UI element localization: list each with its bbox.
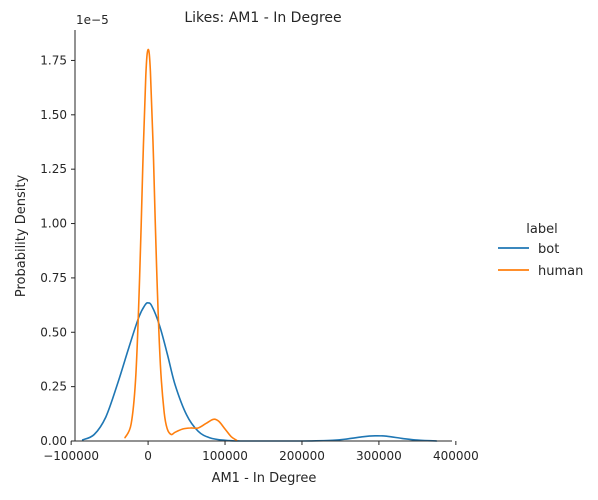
y-tick-label: 1.75 — [40, 53, 67, 67]
x-axis-label: AM1 - In Degree — [212, 471, 317, 486]
series-line-human — [124, 48, 238, 442]
y-tick-label: 1.50 — [40, 108, 67, 122]
legend-label-bot: bot — [538, 242, 559, 257]
x-tick-label: 200000 — [279, 449, 325, 463]
y-tick-label: 0.00 — [40, 434, 67, 448]
plot-area — [81, 48, 438, 442]
y-tick-label: 1.25 — [40, 162, 67, 176]
y-axis-label: Probability Density — [14, 175, 29, 298]
x-tick-label: 300000 — [356, 449, 402, 463]
x-axis: −100000 0 100000 200000 300000 400000 — [43, 440, 479, 463]
x-tick-label: 100000 — [202, 449, 248, 463]
legend-title: label — [526, 222, 557, 237]
y-offset-label: 1e−5 — [76, 13, 109, 27]
y-tick-label: 1.00 — [40, 217, 67, 231]
y-tick-label: 0.75 — [40, 271, 67, 285]
y-tick-label: 0.25 — [40, 380, 67, 394]
legend-label-human: human — [538, 264, 583, 279]
x-tick-label: 400000 — [433, 449, 479, 463]
series-line-bot — [81, 302, 438, 442]
y-axis: 0.00 0.25 0.50 0.75 1.00 1.25 1.50 1.75 — [40, 30, 76, 448]
x-tick-label: −100000 — [43, 449, 99, 463]
chart-title: Likes: AM1 - In Degree — [184, 10, 341, 26]
y-tick-label: 0.50 — [40, 325, 67, 339]
legend: label bot human — [498, 222, 583, 279]
x-tick-label: 0 — [144, 449, 152, 463]
